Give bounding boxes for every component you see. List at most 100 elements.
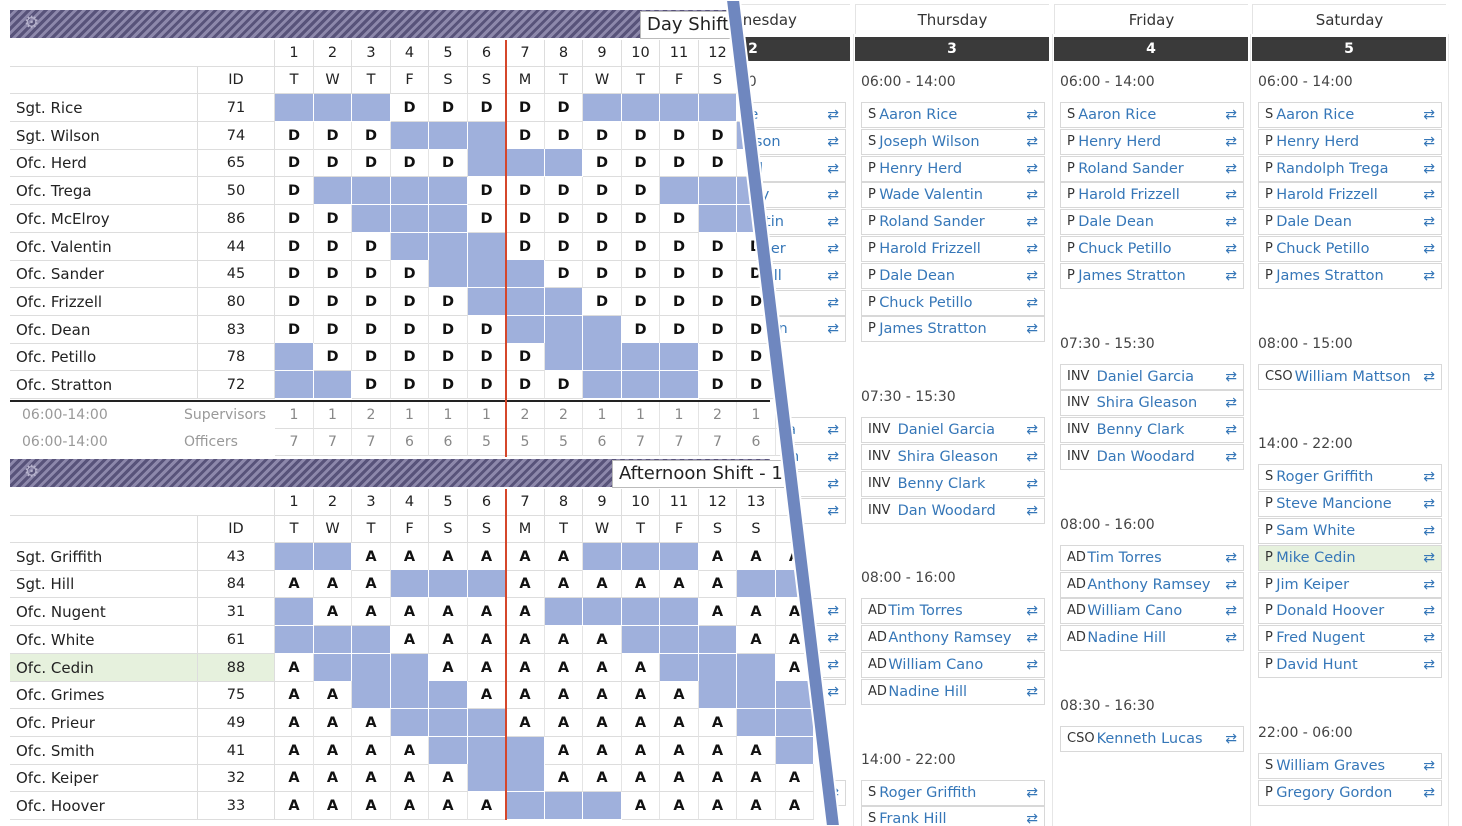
shift-assignment-cell[interactable]: A: [506, 542, 545, 571]
shift-assignment-cell[interactable]: A: [622, 708, 660, 737]
officer-name-link[interactable]: Daniel Garcia: [1096, 368, 1195, 385]
swap-arrows-icon[interactable]: ⇄: [1026, 267, 1038, 284]
officer-name-link[interactable]: James Stratton: [1276, 267, 1384, 284]
shift-assignment-cell[interactable]: A: [391, 598, 429, 627]
shift-assignment-cell[interactable]: A: [622, 792, 660, 820]
officer-name-link[interactable]: James Stratton: [879, 321, 987, 338]
shift-assignment-cell[interactable]: A: [314, 708, 352, 737]
officer-name[interactable]: Sgt. Griffith: [10, 542, 198, 571]
shift-assignment-cell[interactable]: D: [506, 177, 545, 206]
day-off-cell[interactable]: [660, 343, 699, 372]
officer-name-link[interactable]: Chuck Petillo: [1078, 241, 1172, 257]
swap-arrows-icon[interactable]: ⇄: [827, 475, 839, 492]
officer-name-link[interactable]: Kenneth Lucas: [1096, 731, 1203, 747]
shift-assignment-cell[interactable]: A: [776, 764, 814, 793]
shift-assignment-cell[interactable]: A: [506, 708, 545, 737]
swap-arrows-icon[interactable]: ⇄: [1225, 422, 1237, 439]
officer-name-link[interactable]: Roger Griffith: [879, 784, 977, 801]
officer-name[interactable]: Ofc. Stratton: [10, 371, 198, 399]
shift-assignment-cell[interactable]: D: [545, 232, 583, 261]
officer-name-link[interactable]: William Cano: [888, 657, 984, 673]
shift-assignment-cell[interactable]: D: [699, 343, 737, 372]
shift-assignment-cell[interactable]: D: [583, 204, 622, 233]
swap-arrows-icon[interactable]: ⇄: [1225, 576, 1237, 593]
shift-assignment-cell[interactable]: A: [737, 792, 776, 820]
shift-assignment-cell[interactable]: D: [622, 149, 660, 178]
shift-assignment-cell[interactable]: D: [352, 287, 391, 316]
shift-assignment-cell[interactable]: A: [314, 681, 352, 710]
swap-arrows-icon[interactable]: ⇄: [827, 187, 839, 204]
officer-name-link[interactable]: Frank Hill: [879, 811, 947, 826]
day-off-cell[interactable]: [352, 94, 391, 122]
shift-assignment-cell[interactable]: A: [545, 681, 583, 710]
day-off-cell[interactable]: [275, 94, 314, 122]
shift-assignment-cell[interactable]: D: [506, 204, 545, 233]
officer-name-link[interactable]: Anthony Ramsey: [888, 630, 1012, 647]
day-off-cell[interactable]: [699, 204, 737, 233]
shift-assignment-cell[interactable]: A: [352, 570, 391, 599]
shift-assignment-cell[interactable]: D: [583, 177, 622, 206]
swap-arrows-icon[interactable]: ⇄: [1026, 811, 1038, 826]
day-off-cell[interactable]: [737, 570, 776, 599]
day-off-cell[interactable]: [429, 708, 468, 737]
officer-name-link[interactable]: Sam White: [1276, 523, 1356, 539]
shift-assignment-cell[interactable]: D: [391, 371, 429, 399]
shift-assignment-cell[interactable]: D: [660, 149, 699, 178]
swap-arrows-icon[interactable]: ⇄: [1423, 368, 1435, 385]
shift-entry[interactable]: P Chuck Petillo ⇄: [861, 289, 1045, 316]
shift-assignment-cell[interactable]: D: [314, 204, 352, 233]
shift-assignment-cell[interactable]: A: [391, 764, 429, 793]
swap-arrows-icon[interactable]: ⇄: [1423, 784, 1435, 801]
shift-assignment-cell[interactable]: A: [776, 653, 814, 682]
officer-name-link[interactable]: Henry Herd: [879, 160, 963, 177]
shift-entry[interactable]: P Randolph Trega ⇄: [1258, 155, 1442, 182]
shift-assignment-cell[interactable]: A: [699, 736, 737, 765]
swap-arrows-icon[interactable]: ⇄: [1026, 321, 1038, 338]
shift-assignment-cell[interactable]: A: [468, 792, 506, 820]
day-off-cell[interactable]: [391, 681, 429, 710]
officer-name-link[interactable]: Henry Herd: [1078, 133, 1162, 150]
swap-arrows-icon[interactable]: ⇄: [1423, 496, 1435, 513]
shift-assignment-cell[interactable]: A: [583, 736, 622, 765]
swap-arrows-icon[interactable]: ⇄: [1225, 160, 1237, 177]
swap-arrows-icon[interactable]: ⇄: [1225, 267, 1237, 284]
shift-assignment-cell[interactable]: A: [583, 625, 622, 654]
shift-assignment-cell[interactable]: D: [391, 315, 429, 344]
swap-arrows-icon[interactable]: ⇄: [1423, 160, 1435, 177]
shift-assignment-cell[interactable]: D: [352, 315, 391, 344]
shift-assignment-cell[interactable]: A: [622, 570, 660, 599]
swap-arrows-icon[interactable]: ⇄: [1225, 187, 1237, 204]
day-off-cell[interactable]: [583, 315, 622, 344]
shift-assignment-cell[interactable]: D: [699, 315, 737, 344]
swap-arrows-icon[interactable]: ⇄: [1225, 241, 1237, 257]
shift-assignment-cell[interactable]: D: [545, 371, 583, 399]
shift-assignment-cell[interactable]: A: [622, 681, 660, 710]
day-off-cell[interactable]: [391, 232, 429, 261]
officer-name[interactable]: Ofc. Valentin: [10, 232, 198, 261]
shift-assignment-cell[interactable]: D: [699, 371, 737, 399]
shift-assignment-cell[interactable]: A: [699, 570, 737, 599]
shift-assignment-cell[interactable]: D: [314, 121, 352, 150]
day-off-cell[interactable]: [622, 343, 660, 372]
day-off-cell[interactable]: [506, 287, 545, 316]
officer-name-link[interactable]: Benny Clark: [1096, 422, 1185, 439]
shift-assignment-cell[interactable]: D: [391, 287, 429, 316]
shift-entry[interactable]: INV Daniel Garcia ⇄: [861, 417, 1045, 444]
swap-arrows-icon[interactable]: ⇄: [827, 603, 839, 620]
shift-assignment-cell[interactable]: D: [314, 260, 352, 289]
shift-assignment-cell[interactable]: D: [660, 204, 699, 233]
shift-assignment-cell[interactable]: A: [660, 764, 699, 793]
shift-assignment-cell[interactable]: D: [506, 232, 545, 261]
shift-assignment-cell[interactable]: D: [699, 149, 737, 178]
day-off-cell[interactable]: [583, 371, 622, 399]
officer-name[interactable]: Ofc. Smith: [10, 736, 198, 765]
day-off-cell[interactable]: [737, 708, 776, 737]
shift-assignment-cell[interactable]: A: [429, 764, 468, 793]
shift-assignment-cell[interactable]: A: [506, 625, 545, 654]
